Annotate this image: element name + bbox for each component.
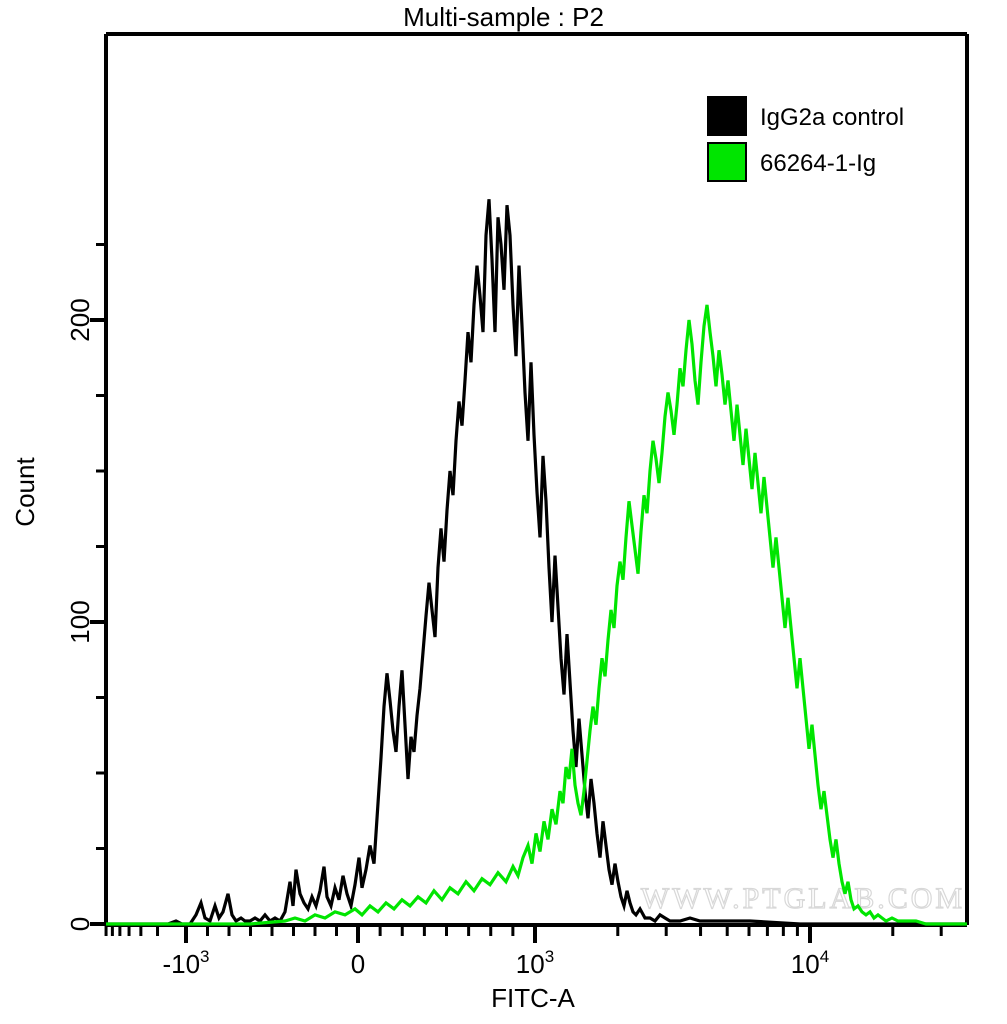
x-axis-tick-label: 104 [791, 947, 829, 979]
legend[interactable]: IgG2a control 66264-1-Ig [707, 96, 904, 182]
watermark-text: WWW.PTGLAB.COM [641, 882, 965, 915]
x-axis-ticks [104, 925, 943, 943]
x-axis-tick-labels: -103 0 103 104 [162, 947, 829, 979]
series-curve-1 [106, 199, 967, 926]
x-axis-tick-label: -103 [162, 947, 209, 979]
legend-swatch[interactable] [707, 142, 747, 182]
y-axis-ticks [90, 243, 106, 926]
y-axis-tick-label: 0 [65, 917, 95, 931]
series-curves [106, 199, 967, 926]
legend-label[interactable]: IgG2a control [760, 104, 904, 131]
x-axis-tick-label: 103 [516, 947, 554, 979]
x-axis-tick-label: 0 [351, 949, 365, 979]
y-axis-tick-label: 100 [65, 600, 95, 643]
series-curve-2 [106, 304, 967, 926]
y-axis-tick-label: 200 [65, 298, 95, 341]
page-title: Multi-sample : P2 [403, 2, 604, 32]
y-axis-tick-labels: 0 100 200 [65, 298, 95, 931]
legend-label[interactable]: 66264-1-Ig [760, 150, 876, 177]
x-axis-title: FITC-A [491, 983, 575, 1013]
y-axis-title: Count [10, 457, 40, 527]
legend-swatch[interactable] [707, 96, 747, 136]
